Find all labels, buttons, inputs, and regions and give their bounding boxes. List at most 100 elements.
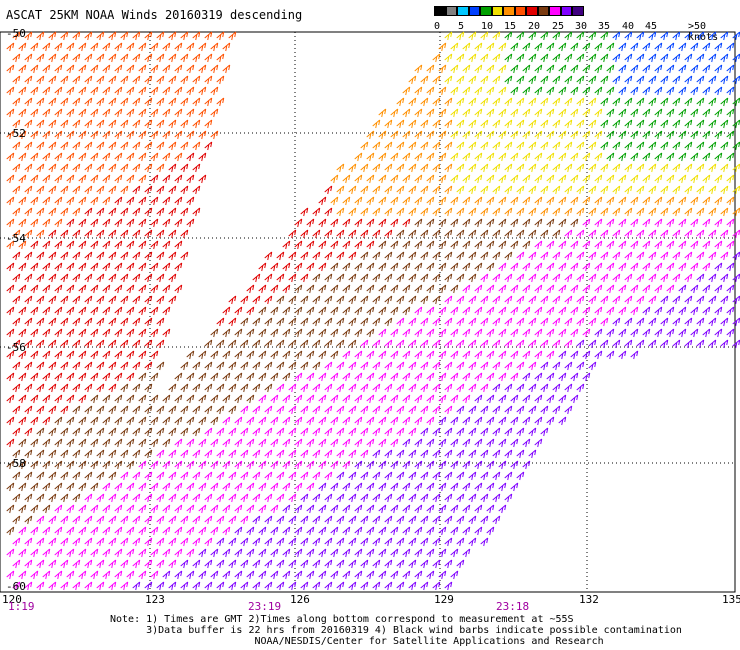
wind-barb: [252, 449, 261, 459]
wind-barb: [678, 240, 687, 250]
wind-barb: [120, 119, 129, 129]
wind-barb: [138, 306, 147, 316]
wind-barb: [366, 328, 375, 338]
wind-barb: [48, 31, 57, 41]
wind-barb: [54, 152, 63, 162]
wind-barb: [378, 438, 387, 448]
wind-barb: [432, 405, 441, 415]
lon-label: 135: [722, 593, 740, 606]
wind-barb: [168, 185, 177, 195]
wind-barb: [642, 42, 651, 52]
wind-barb: [438, 152, 447, 162]
wind-barb: [30, 526, 39, 536]
wind-barb: [372, 581, 381, 591]
wind-barb: [366, 130, 375, 140]
wind-barb: [342, 196, 351, 206]
wind-barb: [390, 438, 399, 448]
wind-barb: [36, 581, 45, 591]
wind-barb: [288, 383, 297, 393]
wind-barb: [102, 108, 111, 118]
wind-barb: [276, 559, 285, 569]
wind-barb: [414, 240, 423, 250]
legend-swatch: [468, 6, 480, 16]
wind-barb: [720, 229, 729, 239]
wind-barb: [348, 471, 357, 481]
wind-barb: [282, 306, 291, 316]
wind-barb: [84, 581, 93, 591]
wind-barb: [228, 31, 237, 41]
wind-barb: [48, 75, 57, 85]
wind-barb: [618, 350, 627, 360]
wind-barb: [198, 64, 207, 74]
wind-barb: [222, 350, 231, 360]
wind-barb: [228, 559, 237, 569]
legend-swatch: [445, 6, 457, 16]
wind-barb: [12, 53, 21, 63]
wind-barb: [24, 251, 33, 261]
wind-barb: [726, 196, 735, 206]
wind-barb: [414, 394, 423, 404]
wind-barb: [390, 570, 399, 580]
wind-barb: [636, 251, 645, 261]
wind-barb: [702, 262, 711, 272]
wind-barb: [156, 119, 165, 129]
wind-barb: [714, 152, 723, 162]
wind-barb: [258, 482, 267, 492]
wind-barb: [426, 152, 435, 162]
legend-swatch: [480, 6, 492, 16]
wind-barb: [156, 449, 165, 459]
wind-barb: [114, 482, 123, 492]
wind-barb: [642, 130, 651, 140]
footnote-line: 3)Data buffer is 22 hrs from 20160319 4)…: [110, 625, 682, 636]
wind-barb: [180, 53, 189, 63]
wind-barb: [78, 152, 87, 162]
wind-barb: [486, 504, 495, 514]
wind-barb: [132, 119, 141, 129]
wind-barb: [84, 361, 93, 371]
wind-barb: [324, 493, 333, 503]
wind-barb: [552, 141, 561, 151]
wind-barb: [90, 240, 99, 250]
wind-barb: [42, 460, 51, 470]
wind-barb: [312, 493, 321, 503]
wind-barb: [54, 438, 63, 448]
wind-barb: [354, 504, 363, 514]
wind-barb: [306, 548, 315, 558]
wind-barb: [612, 339, 621, 349]
wind-barb: [684, 163, 693, 173]
wind-barb: [150, 328, 159, 338]
wind-barb: [300, 361, 309, 371]
wind-barb: [102, 570, 111, 580]
wind-barb: [570, 86, 579, 96]
wind-barb: [462, 306, 471, 316]
wind-barb: [678, 284, 687, 294]
wind-barb: [516, 97, 525, 107]
wind-barb: [444, 581, 453, 591]
wind-barb: [726, 86, 735, 96]
wind-barb: [474, 482, 483, 492]
wind-barb: [48, 273, 57, 283]
wind-barb: [30, 548, 39, 558]
wind-barb: [114, 306, 123, 316]
wind-barb: [402, 108, 411, 118]
wind-barb: [558, 284, 567, 294]
wind-barb: [432, 185, 441, 195]
wind-barb: [684, 53, 693, 63]
wind-barb: [264, 383, 273, 393]
wind-barb: [498, 504, 507, 514]
wind-barb: [60, 163, 69, 173]
wind-barb: [204, 405, 213, 415]
wind-barb: [18, 130, 27, 140]
wind-barb: [714, 328, 723, 338]
wind-barb: [420, 141, 429, 151]
wind-barb: [102, 416, 111, 426]
wind-barb: [396, 515, 405, 525]
wind-barb: [726, 108, 735, 118]
wind-barb: [258, 416, 267, 426]
wind-barb: [360, 493, 369, 503]
wind-barb: [630, 64, 639, 74]
wind-barb: [720, 185, 729, 195]
wind-barb: [402, 86, 411, 96]
wind-barb: [180, 449, 189, 459]
wind-barb: [696, 163, 705, 173]
